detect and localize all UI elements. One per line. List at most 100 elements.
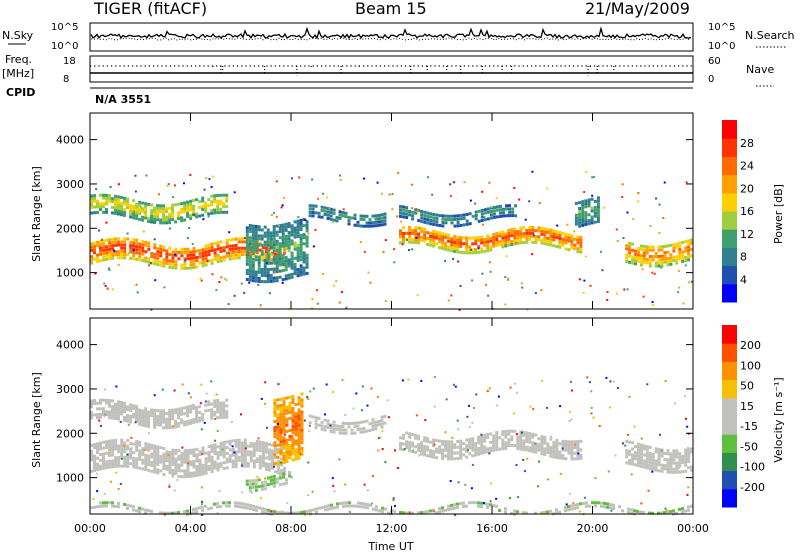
echo-speckle xyxy=(259,497,262,500)
echo-cell xyxy=(126,447,130,451)
echo-speckle xyxy=(331,477,334,480)
echo-cell xyxy=(251,264,255,267)
echo-cell xyxy=(192,508,195,511)
echo-cell xyxy=(377,213,381,217)
echo-cell xyxy=(210,194,214,198)
echo-cell xyxy=(471,442,475,446)
echo-cell xyxy=(189,266,193,270)
echo-cell xyxy=(278,260,282,264)
echo-cell xyxy=(669,262,673,266)
echo-cell xyxy=(345,501,348,505)
echo-cell xyxy=(432,216,436,220)
echo-cell xyxy=(153,456,157,460)
echo-cell xyxy=(511,207,515,211)
echo-cell xyxy=(150,209,154,213)
echo-cell xyxy=(453,224,457,228)
echo-cell xyxy=(135,238,139,242)
echo-cell xyxy=(297,450,301,454)
echo-cell xyxy=(251,482,255,486)
echo-speckle xyxy=(270,510,273,513)
echo-cell xyxy=(93,460,96,464)
echo-cell xyxy=(156,409,160,413)
echo-speckle xyxy=(651,271,654,274)
echo-cell xyxy=(414,238,418,242)
echo-cell xyxy=(234,250,238,254)
echo-cell xyxy=(213,208,217,212)
echo-cell xyxy=(263,280,267,284)
echo-speckle xyxy=(450,294,453,297)
echo-speckle xyxy=(578,278,581,281)
echo-speckle xyxy=(488,181,491,184)
echo-cell xyxy=(558,453,562,457)
echo-cell xyxy=(399,436,402,440)
echo-cell xyxy=(631,459,635,463)
echo-speckle xyxy=(433,233,436,236)
echo-speckle xyxy=(154,279,157,282)
echo-cell xyxy=(639,263,643,267)
echo-cell xyxy=(489,236,493,240)
echo-cell xyxy=(237,253,241,257)
echo-cell xyxy=(99,407,102,411)
echo-cell xyxy=(144,412,148,416)
echo-cell xyxy=(273,414,277,417)
echo-cell xyxy=(663,251,667,255)
echo-cell xyxy=(276,510,279,514)
echo-cell xyxy=(204,257,208,261)
echo-cell xyxy=(471,437,475,441)
echo-cell xyxy=(201,449,205,453)
echo-cell xyxy=(380,213,384,217)
echo-cell xyxy=(669,256,673,260)
echo-cell xyxy=(645,245,649,249)
echo-cell xyxy=(631,258,635,262)
echo-cell xyxy=(168,456,172,460)
echo-cell xyxy=(245,250,249,254)
echo-cell xyxy=(540,440,544,444)
echo-cell xyxy=(153,215,157,219)
echo-cell xyxy=(402,208,406,212)
echo-cell xyxy=(590,221,594,225)
echo-cell xyxy=(225,440,229,444)
echo-cell xyxy=(672,455,676,459)
echo-cell xyxy=(631,255,635,259)
echo-cell xyxy=(90,194,93,198)
echo-speckle xyxy=(662,217,665,219)
echo-cell xyxy=(564,448,568,452)
echo-cell xyxy=(207,198,211,202)
echo-cell xyxy=(471,501,474,505)
echo-cell xyxy=(269,267,273,271)
echo-cell xyxy=(216,445,220,449)
echo-cell xyxy=(144,442,148,446)
echo-speckle xyxy=(211,175,214,178)
echo-cell xyxy=(642,257,646,261)
echo-cell xyxy=(519,444,523,448)
echo-cell xyxy=(285,417,289,421)
echo-speckle xyxy=(200,279,203,282)
echo-cell xyxy=(123,461,127,465)
echo-cell xyxy=(258,248,262,252)
echo-speckle xyxy=(265,262,268,265)
echo-cell xyxy=(621,509,624,513)
echo-cell xyxy=(171,259,175,263)
echo-cell xyxy=(270,449,274,453)
echo-cell xyxy=(363,505,366,509)
echo-cell xyxy=(558,237,562,240)
echo-cell xyxy=(276,419,280,423)
echo-cell xyxy=(254,255,258,259)
echo-cell xyxy=(483,240,487,244)
echo-cell xyxy=(462,447,466,451)
echo-cell xyxy=(153,408,157,412)
echo-cell xyxy=(156,253,160,257)
echo-cell xyxy=(435,242,439,246)
echo-cell xyxy=(465,447,469,451)
echo-cell xyxy=(666,452,670,456)
echo-cell xyxy=(278,257,282,261)
echo-cell xyxy=(282,451,286,455)
echo-cell xyxy=(183,201,187,205)
echo-cell xyxy=(180,469,184,473)
echo-speckle xyxy=(199,402,202,405)
echo-cell xyxy=(165,252,169,256)
echo-cell xyxy=(420,235,424,239)
echo-cell xyxy=(144,462,148,466)
echo-cell xyxy=(168,465,172,469)
echo-cell xyxy=(90,452,93,456)
